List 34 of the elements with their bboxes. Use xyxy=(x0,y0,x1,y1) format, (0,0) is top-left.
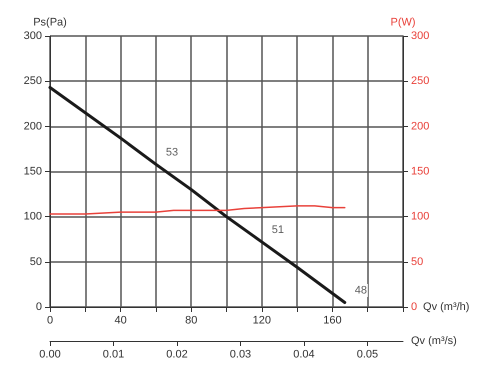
x2-tick-label: 0.03 xyxy=(230,348,252,360)
annotation: 53 xyxy=(166,146,178,158)
line-series xyxy=(48,86,346,304)
x2-tick-label: 0.02 xyxy=(166,348,188,360)
x2-tick-label: 0.05 xyxy=(356,348,378,360)
y-axis-title: Ps(Pa) xyxy=(33,16,67,28)
annotation: 48 xyxy=(354,284,368,296)
y2-tick-label: 300 xyxy=(411,30,430,42)
y2-tick-label: 50 xyxy=(411,256,424,268)
x-tick-label: 120 xyxy=(252,314,271,326)
x2-tick-label: 0.01 xyxy=(102,348,124,360)
y-tick-label: 300 xyxy=(24,30,42,42)
y-tick-label: 250 xyxy=(24,75,42,88)
y-tick-label: 200 xyxy=(24,120,42,132)
y2-tick-label: 200 xyxy=(411,120,430,132)
x2-axis-title: Qv (m³/s) xyxy=(411,335,457,347)
x2-tick-label: 0.04 xyxy=(293,348,315,360)
y-tick-label: 100 xyxy=(24,210,42,223)
x2-tick-label: 0.00 xyxy=(39,348,61,360)
x-tick-label: 160 xyxy=(323,314,342,326)
x-tick-label: 80 xyxy=(185,314,198,326)
x-tick-label: 0 xyxy=(46,314,54,326)
y-tick-label: 50 xyxy=(30,256,42,268)
y2-axis-title: P(W) xyxy=(390,16,416,28)
y2-tick-label: 100 xyxy=(411,210,430,223)
y2-tick-label: 250 xyxy=(411,75,430,88)
line-series xyxy=(49,205,346,215)
x-axis-title: Qv (m³/h) xyxy=(423,301,470,313)
y2-tick-label: 150 xyxy=(411,166,430,178)
y-tick-label: 0 xyxy=(36,301,42,313)
y2-tick-label: 0 xyxy=(411,301,418,313)
annotation: 51 xyxy=(272,224,284,236)
x-tick-label: 40 xyxy=(114,314,127,326)
y-tick-label: 150 xyxy=(24,166,42,178)
